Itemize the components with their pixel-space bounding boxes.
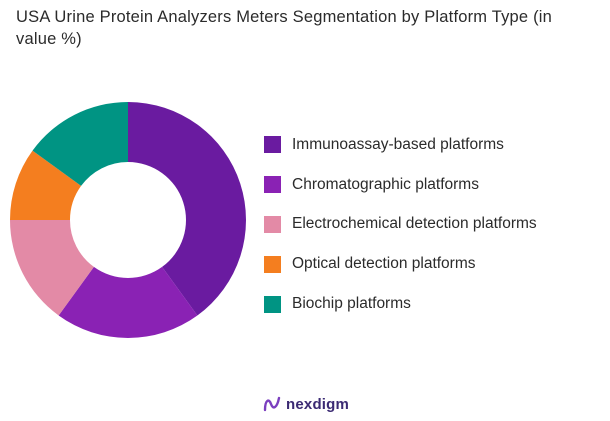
legend-label: Electrochemical detection platforms xyxy=(292,215,537,233)
slice-biochip xyxy=(32,102,128,186)
legend-swatch xyxy=(264,255,281,273)
legend-item-electrochemical: Electrochemical detection platforms xyxy=(264,205,537,245)
legend-label: Biochip platforms xyxy=(292,295,411,313)
slice-immunoassay xyxy=(128,102,247,316)
slice-chromatographic xyxy=(58,266,198,338)
legend-label: Chromatographic platforms xyxy=(292,175,479,193)
brand-name: nexdigm xyxy=(286,395,350,413)
chart-title: USA Urine Protein Analyzers Meters Segme… xyxy=(16,8,553,48)
legend: Immunoassay-based platforms Chromatograp… xyxy=(264,125,537,324)
brand-logo: nexdigm xyxy=(262,394,349,414)
nexdigm-logo-icon xyxy=(263,396,281,412)
legend-label: Optical detection platforms xyxy=(292,255,476,273)
legend-item-biochip: Biochip platforms xyxy=(264,284,537,324)
legend-item-optical: Optical detection platforms xyxy=(264,244,537,284)
legend-swatch xyxy=(264,176,281,194)
legend-item-chromatographic: Chromatographic platforms xyxy=(264,165,537,205)
legend-swatch xyxy=(264,136,281,154)
slice-electrochemical xyxy=(10,220,94,316)
legend-swatch xyxy=(264,295,281,313)
slice-optical xyxy=(10,150,82,220)
legend-label: Immunoassay-based platforms xyxy=(292,135,504,153)
legend-swatch xyxy=(264,215,281,233)
legend-item-immunoassay: Immunoassay-based platforms xyxy=(264,125,537,165)
